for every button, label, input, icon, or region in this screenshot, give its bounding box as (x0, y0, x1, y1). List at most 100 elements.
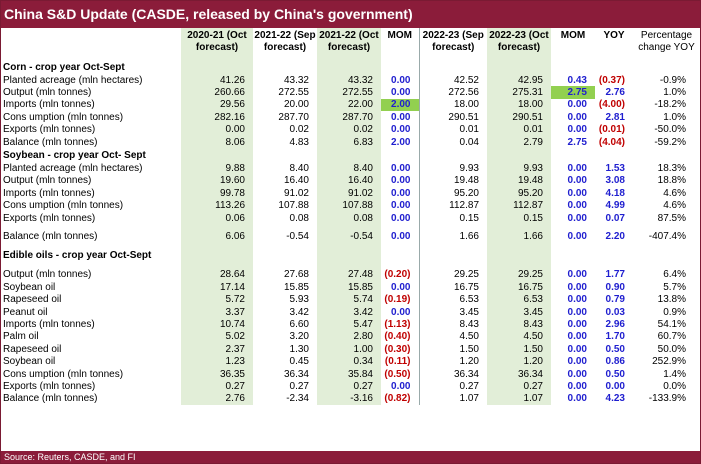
data-cell: 3.08 (605, 175, 625, 187)
data-cell: 18.8% (657, 175, 686, 187)
data-cell: -0.54 (286, 230, 309, 242)
data-cell: 1.07 (418, 392, 487, 405)
data-cell: (1.13) (384, 318, 411, 330)
data-cell: 1.20 (418, 355, 487, 368)
data-cell: 3.42 (289, 306, 309, 318)
column-header-line: 2022-23 (Oct (489, 30, 549, 41)
data-cell: 41.26 (181, 74, 253, 87)
data-cell: -18.2% (654, 99, 686, 111)
data-cell: 6.53 (487, 293, 551, 306)
spacer-cell (418, 262, 487, 269)
data-cell: (0.30) (384, 343, 411, 355)
data-cell: 42.95 (487, 74, 551, 87)
data-cell: 0.02 (289, 124, 309, 136)
section-filler-cell (181, 60, 253, 74)
column-header-line: 2020-21 (Oct (187, 30, 247, 41)
section-filler-cell (595, 60, 633, 74)
spacer-row (1, 224, 700, 231)
data-cell: -0.9% (659, 74, 686, 86)
data-cell: 13.8% (657, 294, 686, 306)
table-row: Imports (mln tonnes) 10.74 6.60 5.47 (1.13) 8… (1, 318, 700, 331)
section-header-row: Corn - crop year Oct-Sept (1, 60, 700, 74)
table-row: Exports (mln tonnes) 0.00 0.02 0.02 0.00 0.01… (1, 123, 700, 136)
data-cell: 1.23 (181, 355, 253, 368)
data-cell: -0.54 (317, 230, 381, 243)
section-filler-cell (317, 60, 381, 74)
table-row: Balance (mln tonnes) 6.06 -0.54 -0.54 0.00 1.… (1, 230, 700, 243)
data-cell: 112.87 (418, 199, 487, 212)
data-cell: 272.55 (278, 87, 309, 99)
data-cell: 260.66 (181, 86, 253, 99)
table-row: Exports (mln tonnes) 0.06 0.08 0.08 0.00 0.15… (1, 211, 700, 225)
section-filler-cell (181, 248, 253, 263)
data-cell: 0.50 (605, 343, 625, 355)
column-header-7: MOM (551, 28, 595, 60)
table-row: Planted acreage (mln hectares) 9.88 8.40 8.… (1, 162, 700, 175)
data-cell: 1.30 (289, 343, 309, 355)
data-cell: 0.00 (567, 393, 587, 405)
data-cell: 0.50 (605, 368, 625, 380)
column-header-line: YOY (603, 30, 625, 41)
data-cell: 1.53 (605, 163, 625, 175)
data-cell: 0.27 (487, 380, 551, 393)
data-cell: 107.88 (317, 199, 381, 212)
data-cell: 272.55 (317, 86, 381, 99)
data-cell: 0.00 (567, 269, 587, 281)
data-cell: 0.86 (605, 356, 625, 368)
spacer-row (1, 262, 700, 269)
data-cell: 0.00 (391, 306, 411, 318)
spacer-cell (317, 262, 381, 269)
data-cell: 9.93 (487, 162, 551, 175)
data-cell: 8.43 (487, 318, 551, 331)
row-label: Palm oil (3, 331, 39, 343)
data-cell: 8.43 (418, 318, 487, 331)
data-cell: 4.50 (487, 330, 551, 344)
section-filler-cell (317, 248, 381, 263)
spacer-cell (317, 224, 381, 231)
data-cell: (0.11) (384, 356, 411, 368)
data-cell: 10.74 (181, 318, 253, 331)
row-label: Balance (mln tonnes) (3, 136, 98, 148)
data-cell: 4.18 (605, 187, 625, 199)
data-cell: 0.00 (567, 187, 587, 199)
data-cell: (0.19) (384, 294, 411, 306)
data-cell: 0.00 (567, 368, 587, 380)
data-cell: -2.34 (286, 393, 309, 405)
column-header-4: MOM (381, 28, 419, 60)
data-cell: 0.01 (418, 123, 487, 136)
data-cell: 0.01 (487, 123, 551, 136)
data-cell: 95.20 (487, 187, 551, 200)
data-cell: 36.34 (487, 367, 551, 381)
data-cell: 4.6% (663, 187, 686, 199)
data-cell: 287.70 (278, 111, 309, 123)
table-row: Planted acreage (mln hectares) 41.26 43.32… (1, 74, 700, 87)
data-cell: 6.4% (663, 269, 686, 281)
spacer-cell (418, 224, 487, 231)
data-cell: 0.79 (605, 294, 625, 306)
data-cell: 0.00 (567, 200, 587, 212)
data-cell: 6.60 (289, 318, 309, 330)
table-row: Cons umption (mln tonnes) 36.35 36.34 35.84… (1, 367, 700, 381)
data-cell: 95.20 (418, 187, 487, 200)
data-cell: 5.47 (317, 318, 381, 331)
spacer-cell (418, 242, 487, 249)
data-cell: -133.9% (648, 393, 686, 405)
data-cell: 0.00 (567, 343, 587, 355)
data-cell: 3.42 (317, 305, 381, 319)
table-row: Imports (mln tonnes) 29.56 20.00 22.00 2.00 1… (1, 98, 700, 112)
table-row: Output (mln tonnes) 19.60 16.40 16.40 0.00 19… (1, 174, 700, 188)
data-cell: 0.00 (567, 175, 587, 187)
column-header-line: MOM (387, 30, 412, 41)
section-filler-cell (633, 60, 700, 74)
data-cell: 36.35 (181, 367, 253, 381)
data-cell: 0.00 (391, 163, 411, 175)
data-cell: 29.25 (418, 268, 487, 282)
data-cell: 0.00 (567, 306, 587, 318)
data-cell: 91.02 (317, 187, 381, 200)
table-row: Cons umption (mln tonnes) 282.16 287.70 287… (1, 111, 700, 124)
data-cell: 4.6% (663, 200, 686, 212)
data-cell: (4.00) (598, 99, 625, 111)
row-label: Output (mln tonnes) (3, 269, 92, 281)
table-row: Soybean oil 17.14 15.85 15.85 0.00 16.75 16.75… (1, 281, 700, 294)
